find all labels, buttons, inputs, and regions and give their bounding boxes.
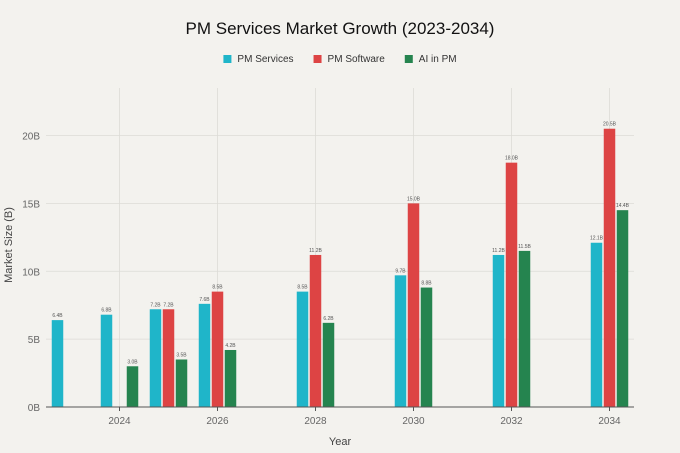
bars bbox=[51, 128, 629, 408]
chart-title: PM Services Market Growth (2023-2034) bbox=[186, 19, 495, 38]
bar-ai-in-pm bbox=[616, 210, 629, 407]
legend-swatch bbox=[223, 55, 232, 63]
x-tick-label: 2028 bbox=[304, 416, 327, 427]
legend-label: PM Software bbox=[328, 54, 386, 65]
bar-pm-services bbox=[394, 275, 407, 407]
bar-ai-in-pm bbox=[518, 250, 531, 407]
data-label: 7.2B bbox=[150, 302, 161, 308]
data-label: 14.4B bbox=[616, 203, 630, 209]
legend-label: PM Services bbox=[237, 54, 293, 65]
bar-pm-software bbox=[505, 162, 518, 407]
x-tick-label: 2026 bbox=[206, 416, 229, 427]
axes: 2024 2026 2028 2030 2032 2034 0B 5B 10B 15B 20B bbox=[22, 132, 634, 427]
bar-pm-services bbox=[149, 309, 162, 407]
bar-pm-services bbox=[492, 254, 505, 407]
data-label: 11.2B bbox=[309, 248, 322, 254]
bar-pm-services bbox=[198, 303, 211, 407]
data-label: 15.0B bbox=[407, 196, 421, 202]
data-label: 6.8B bbox=[101, 308, 112, 314]
y-axis-label: Market Size (B) bbox=[3, 207, 15, 283]
bar-pm-services bbox=[590, 242, 603, 407]
bar-ai-in-pm bbox=[420, 287, 433, 407]
legend: PM Services PM Software AI in PM bbox=[223, 54, 457, 65]
y-tick-label: 10B bbox=[22, 267, 40, 278]
y-tick-label: 20B bbox=[22, 132, 40, 143]
x-tick-label: 2024 bbox=[108, 416, 131, 427]
bar-pm-services bbox=[100, 314, 113, 407]
legend-item: AI in PM bbox=[404, 54, 457, 65]
legend-label: AI in PM bbox=[419, 54, 457, 65]
legend-item: PM Software bbox=[313, 54, 386, 65]
bar-pm-software bbox=[162, 309, 175, 407]
data-label: 11.2B bbox=[492, 248, 505, 254]
x-tick-label: 2032 bbox=[500, 416, 523, 427]
data-label: 11.5B bbox=[518, 244, 531, 250]
y-tick-label: 15B bbox=[22, 199, 40, 210]
data-label: 3.0B bbox=[127, 359, 138, 365]
data-label: 18.0B bbox=[505, 156, 519, 162]
bar-ai-in-pm bbox=[126, 366, 139, 407]
data-label: 7.6B bbox=[199, 297, 210, 303]
data-label: 6.2B bbox=[323, 316, 334, 322]
data-label: 6.4B bbox=[52, 313, 63, 319]
bar-ai-in-pm bbox=[224, 349, 237, 407]
data-label: 20.5B bbox=[603, 122, 617, 128]
bar-ai-in-pm bbox=[175, 359, 188, 407]
bar-pm-software bbox=[211, 291, 224, 407]
x-tick-label: 2034 bbox=[598, 416, 621, 427]
legend-swatch bbox=[404, 55, 413, 63]
data-label: 7.2B bbox=[163, 302, 174, 308]
data-label: 3.5B bbox=[176, 352, 187, 358]
y-tick-label: 0B bbox=[28, 403, 41, 414]
data-label: 8.8B bbox=[421, 281, 432, 287]
bar-pm-software bbox=[407, 203, 420, 407]
data-label: 8.5B bbox=[212, 285, 223, 291]
bar-pm-services bbox=[296, 291, 309, 407]
data-label: 8.5B bbox=[297, 285, 308, 291]
x-axis-label: Year bbox=[329, 436, 352, 448]
y-tick-label: 5B bbox=[28, 335, 41, 346]
data-label: 9.7B bbox=[395, 268, 406, 274]
data-labels: 6.4B6.8B7.2B7.6B8.5B9.7B11.2B12.1B7.2B8.… bbox=[52, 122, 629, 366]
data-label: 12.1B bbox=[590, 236, 604, 242]
x-tick-label: 2030 bbox=[402, 416, 425, 427]
data-label: 4.2B bbox=[225, 343, 236, 349]
bar-ai-in-pm bbox=[322, 322, 335, 407]
bar-pm-software bbox=[309, 254, 322, 407]
bar-pm-software bbox=[603, 128, 616, 408]
bar-pm-services bbox=[51, 320, 64, 407]
legend-item: PM Services bbox=[223, 54, 294, 65]
legend-swatch bbox=[313, 55, 322, 63]
